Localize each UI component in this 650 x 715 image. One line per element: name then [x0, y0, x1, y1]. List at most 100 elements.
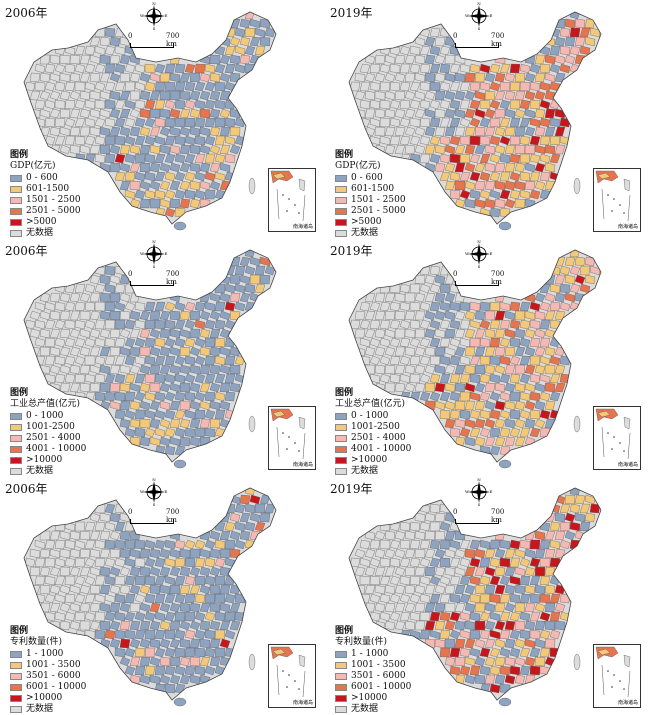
map-region: [434, 602, 446, 613]
map-region: [494, 346, 506, 357]
map-region: [139, 584, 151, 595]
map-region: [144, 81, 156, 92]
map-region: [469, 539, 481, 550]
map-region: [444, 310, 456, 321]
legend-swatch: [10, 457, 22, 464]
map-region: [544, 566, 556, 577]
map-region: [554, 36, 566, 47]
legend-label: >10000: [351, 693, 388, 703]
map-region: [529, 665, 541, 676]
map-region: [69, 144, 81, 155]
map-region: [529, 539, 541, 550]
map-region: [454, 126, 466, 137]
map-region: [434, 126, 446, 137]
map-region: [119, 418, 131, 429]
map-region: [104, 153, 116, 164]
map-region: [514, 346, 526, 357]
map-region: [549, 283, 561, 294]
map-region: [154, 409, 166, 420]
map-region: [464, 674, 476, 685]
map-region: [499, 409, 511, 420]
map-region: [489, 319, 501, 330]
map-region: [439, 629, 451, 640]
map-region: [49, 72, 61, 83]
map-region: [159, 436, 171, 447]
map-region: [139, 364, 151, 375]
map-region: [484, 328, 496, 339]
inset-label: 南海诸岛: [617, 224, 638, 230]
map-region: [114, 629, 126, 640]
map-region: [539, 135, 551, 146]
map-region: [44, 575, 56, 586]
map-region: [174, 539, 186, 550]
map-region: [539, 81, 551, 92]
legend-label: 1 - 1000: [26, 649, 64, 659]
map-region: [509, 337, 521, 348]
map-region: [474, 108, 486, 119]
map-region: [59, 548, 71, 559]
map-region: [139, 382, 151, 393]
taiwan-island: [248, 415, 256, 433]
map-region: [124, 557, 136, 568]
map-region: [524, 638, 536, 649]
map-region: [534, 108, 546, 119]
map-region: [529, 355, 541, 366]
map-region: [154, 117, 166, 128]
map-region: [574, 54, 586, 65]
map-region: [544, 364, 556, 375]
map-region: [389, 355, 401, 366]
map-region: [109, 54, 121, 65]
map-region: [239, 292, 251, 303]
map-region: [514, 180, 526, 191]
map-region: [444, 328, 456, 339]
map-region: [379, 539, 391, 550]
map-region: [519, 427, 531, 438]
map-region: [419, 99, 431, 110]
map-region: [124, 391, 136, 402]
map-region: [584, 512, 596, 523]
map-region: [139, 90, 151, 101]
map-region: [89, 530, 101, 541]
map-region: [149, 638, 161, 649]
map-region: [219, 382, 231, 393]
map-region: [549, 391, 561, 402]
legend-label: >5000: [351, 217, 382, 227]
map-region: [149, 400, 161, 411]
map-region: [484, 674, 496, 685]
legend-swatch: [10, 230, 22, 237]
map-region: [584, 274, 596, 285]
map-region: [384, 90, 396, 101]
map-region: [154, 557, 166, 568]
map-region: [494, 566, 506, 577]
map-region: [479, 337, 491, 348]
map-region: [454, 108, 466, 119]
compass-w: W: [140, 13, 145, 18]
map-region: [174, 427, 186, 438]
map-region: [489, 117, 501, 128]
map-region: [59, 310, 71, 321]
map-region: [44, 355, 56, 366]
map-region: [44, 99, 56, 110]
map-region: [409, 301, 421, 312]
map-region: [379, 319, 391, 330]
map-region: [169, 198, 181, 209]
map-region: [354, 90, 366, 101]
map-region: [464, 638, 476, 649]
map-region: [149, 162, 161, 173]
map-region: [189, 656, 201, 667]
map-region: [394, 530, 406, 541]
map-region: [564, 494, 576, 505]
inset-map: [270, 408, 306, 460]
inset-label: 南海诸岛: [292, 462, 313, 468]
map-region: [124, 171, 136, 182]
map-region: [134, 539, 146, 550]
south-china-sea-inset: 南海诸岛: [593, 168, 641, 232]
scale-bar: 0 700 km: [445, 32, 509, 54]
map-region: [224, 373, 236, 384]
map-region: [199, 346, 211, 357]
taiwan-island: [573, 653, 581, 671]
map-region: [434, 90, 446, 101]
map-region: [524, 180, 536, 191]
map-region: [99, 548, 111, 559]
map-region: [39, 328, 51, 339]
